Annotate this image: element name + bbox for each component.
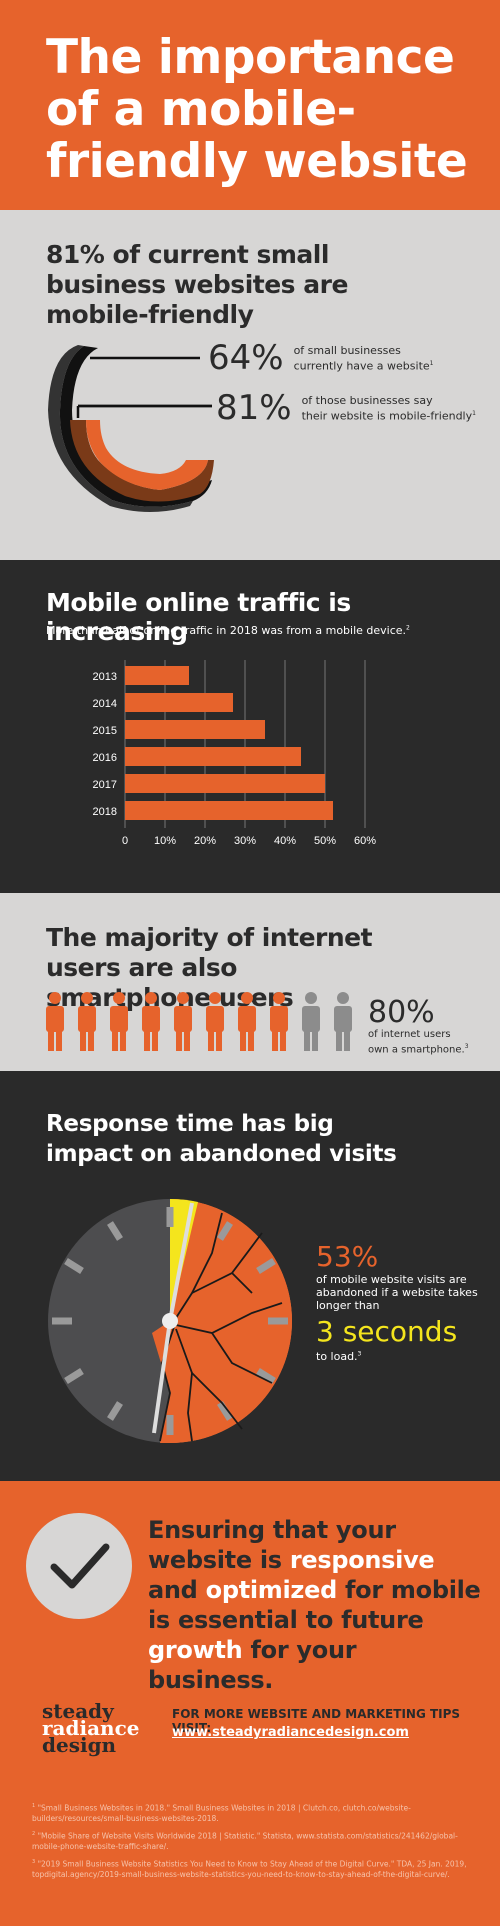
person-icon [302,992,320,1051]
x-tick-label: 20% [194,835,216,847]
message-text: Ensuring that your website [148,1516,396,1574]
traffic-bar-chart: 0 10% 20% 30% 40% 50% 60% 2013 2014 2015 2016 2017 2… [93,660,376,847]
x-tick-label: 50% [314,835,336,847]
person-icon [78,992,96,1051]
section-subheading: More than half of online traffic in 2018… [46,624,410,637]
bar [125,693,233,712]
bar [125,720,265,739]
section-heading: Response time has big impact on abandone… [46,1111,397,1167]
stat-label: of internet users own a smartphone.3 [368,1029,469,1056]
smartphone-stat: 80% of internet users own a smartphone.3 [368,997,469,1056]
checkmark-icon [26,1513,132,1619]
y-tick-label: 2017 [93,779,117,791]
stat-label-line: of those businesses say [301,393,433,407]
bar [125,774,325,793]
stat-label-line: their website is mobile-friendly [301,409,473,423]
y-tick-label: 2015 [93,725,117,737]
message-text: for your business. [148,1636,357,1694]
footnote-ref: 1 [472,409,476,417]
person-icon [334,992,352,1051]
mobile-friendly-section: 81% of current small business websites a… [0,210,500,560]
footnote: 3 "2019 Small Business Website Statistic… [32,1859,467,1879]
message-text: and [148,1576,206,1604]
closing-section: Ensuring that your website is responsive… [0,1481,500,1926]
stat-label: of those businesses say their website is… [302,394,476,423]
logo-line: radiance [42,1716,140,1740]
stat-label: of mobile website visits are abandoned i… [316,1273,478,1312]
message-text: for mobile is essential to future [148,1576,481,1634]
abandon-stat: 53% of mobile website visits are abandon… [316,1240,486,1364]
bar [125,666,189,685]
seconds-value: 3 seconds [316,1315,458,1348]
section-heading: 81% of current small business websites a… [46,240,348,329]
footnote-ref: 3 [357,1350,362,1358]
footnote: 1 "Small Business Websites in 2018." Sma… [32,1803,411,1823]
highlight-word: optimized [205,1576,338,1604]
stat-label-line: currently have a website [293,359,430,373]
footnote-ref: 2 [406,624,410,632]
y-tick-label: 2013 [93,671,117,683]
bar [125,801,333,820]
hero-section: The importance of a mobile-friendly webs… [0,0,500,210]
message-text: is [259,1546,290,1574]
half-ring-graphic [48,345,214,512]
x-tick-label: 60% [354,835,376,847]
logo-line: steady [42,1699,114,1723]
stat-value: 64% [208,338,284,378]
stat-websites: 64% of small businesses currently have a… [208,338,434,378]
x-tick-label: 10% [154,835,176,847]
person-icon [110,992,128,1051]
stat-mobile-friendly: 81% of those businesses say their websit… [216,388,476,428]
response-time-section: Response time has big impact on abandone… [0,1071,500,1481]
section-heading: Mobile online traffic is increasing [46,588,351,646]
person-icon [238,992,256,1051]
stat-label: of small businesses currently have a web… [294,344,434,373]
footnote: 2 "Mobile Share of Website Visits Worldw… [32,1831,458,1851]
y-tick-label: 2018 [93,806,117,818]
closing-message: Ensuring that your website is responsive… [148,1515,488,1695]
y-tick-label: 2014 [93,698,117,710]
person-icon [46,992,64,1051]
smartphone-section: The majority of internet users are also … [0,893,500,1071]
logo-line: design [42,1733,117,1757]
stat-label-line: of small businesses [293,343,401,357]
footnote-ref: 1 [429,359,434,367]
brand-logo: steady radiance design [42,1699,140,1757]
footnote-ref: 3 [464,1043,469,1050]
tail-text: to load. [316,1350,358,1363]
y-tick-label: 2016 [93,752,117,764]
stat-label-line: of internet users [368,1029,451,1040]
stat-value: 80% [368,995,435,1030]
stat-value: 81% [216,388,292,428]
website-link[interactable]: www.steadyradiancedesign.com [172,1725,409,1740]
cta-text: FOR MORE WEBSITE AND MARKETING TIPS VISI… [172,1707,461,1735]
stat-tail: to load.3 [316,1350,486,1363]
person-icon [270,992,288,1051]
cracked-clock-graphic [48,1198,292,1443]
person-icon [174,992,192,1051]
highlight-word: growth [148,1636,243,1664]
stat-label-line: own a smartphone. [368,1044,465,1056]
traffic-section: Mobile online traffic is increasing More… [0,560,500,893]
x-tick-label: 0 [122,835,128,847]
people-icon-row [46,992,352,1051]
x-tick-label: 40% [274,835,296,847]
x-tick-label: 30% [234,835,256,847]
stat-value: 53% [316,1240,379,1273]
subheading-text: More than half of online traffic in 2018… [46,624,407,637]
bar [125,747,301,766]
person-icon [206,992,224,1051]
page-title: The importance of a mobile-friendly webs… [46,30,468,189]
highlight-word: responsive [289,1546,435,1574]
person-icon [142,992,160,1051]
